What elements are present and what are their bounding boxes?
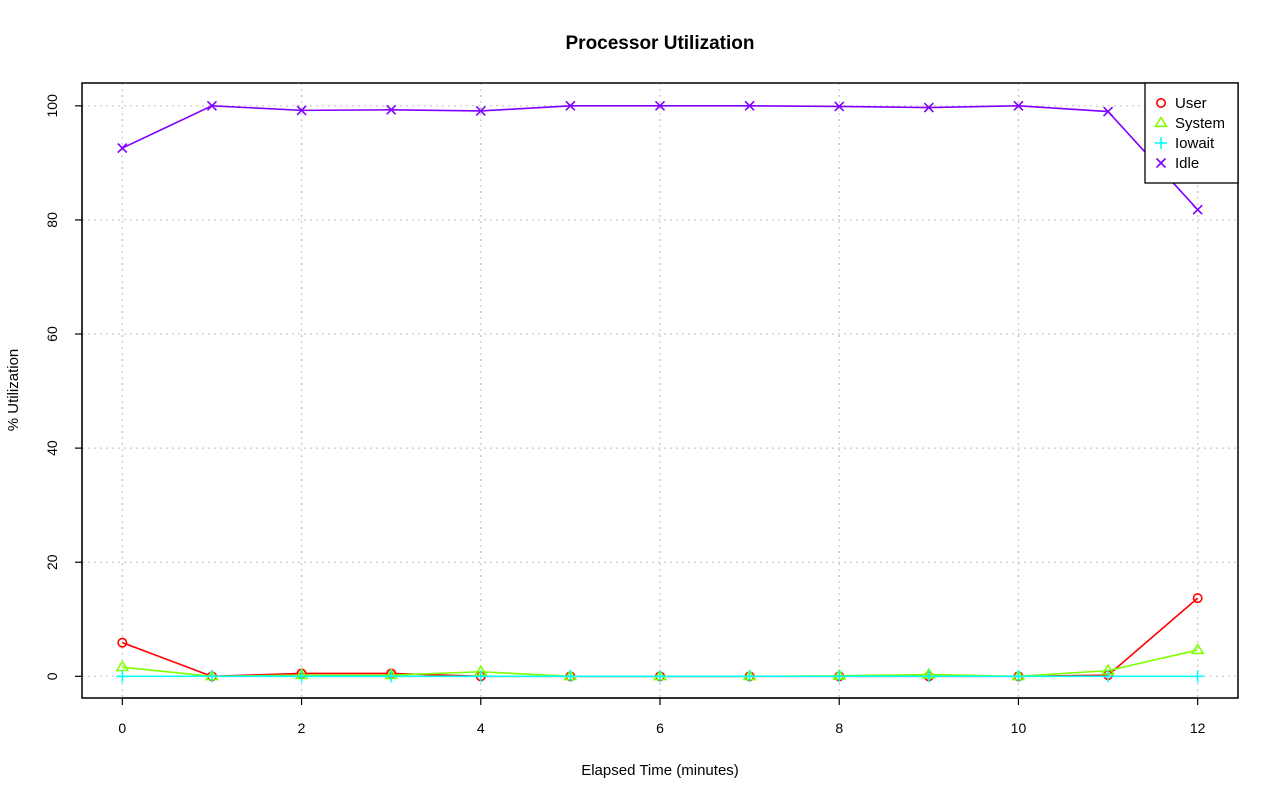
x-tick-label: 10 xyxy=(1011,720,1027,736)
data-point-iowait xyxy=(116,670,129,683)
data-point-iowait xyxy=(1012,670,1025,683)
data-point-iowait xyxy=(1191,670,1204,683)
data-point-iowait xyxy=(1102,670,1115,683)
x-axis-label: Elapsed Time (minutes) xyxy=(581,762,739,779)
grid xyxy=(82,83,1238,698)
y-tick-label: 0 xyxy=(44,672,60,680)
data-point-idle xyxy=(834,101,845,112)
series-line-user xyxy=(122,597,1199,678)
series-idle xyxy=(117,100,1203,215)
legend-symbol-system xyxy=(1154,115,1168,128)
data-point-iowait xyxy=(564,670,577,683)
plot-frame xyxy=(81,82,1239,699)
legend-symbol-iowait xyxy=(1155,137,1167,149)
data-point-idle xyxy=(206,100,218,111)
data-point-idle xyxy=(1192,204,1203,215)
series-layer xyxy=(115,100,1205,683)
legend-symbol-user xyxy=(1156,98,1167,109)
y-tick-label: 20 xyxy=(44,554,60,570)
data-point-idle xyxy=(296,105,307,116)
data-point-iowait xyxy=(654,670,666,683)
data-point-iowait xyxy=(474,670,487,683)
data-point-user xyxy=(1192,593,1203,604)
data-point-idle xyxy=(117,142,128,154)
series-iowait xyxy=(116,670,1204,683)
chart-title: Processor Utilization xyxy=(566,33,755,54)
data-point-idle xyxy=(744,100,755,111)
data-point-iowait xyxy=(922,670,935,683)
axes: 0 2 4 6 8 10 12 0 20 40 60 80 100 xyxy=(44,94,1206,736)
data-point-iowait xyxy=(295,670,308,683)
legend: User System Iowait Idle xyxy=(1144,82,1239,184)
legend-label-user: User xyxy=(1175,95,1207,112)
data-point-idle xyxy=(654,100,666,111)
data-point-idle xyxy=(565,100,576,111)
data-point-system xyxy=(1190,643,1205,655)
data-point-iowait xyxy=(205,670,218,683)
y-tick-label: 60 xyxy=(44,326,60,342)
legend-label-iowait: Iowait xyxy=(1175,135,1215,152)
data-point-idle xyxy=(475,105,486,117)
data-point-idle xyxy=(386,104,397,115)
legend-box xyxy=(1144,82,1239,184)
x-tick-label: 4 xyxy=(477,720,485,736)
y-tick-label: 100 xyxy=(44,94,60,118)
x-tick-label: 8 xyxy=(835,720,843,736)
y-axis-label: % Utilization xyxy=(5,349,22,432)
legend-label-idle: Idle xyxy=(1175,155,1199,172)
data-point-iowait xyxy=(385,670,398,683)
data-point-idle xyxy=(923,102,934,113)
x-tick-label: 2 xyxy=(298,720,306,736)
data-point-user xyxy=(117,637,128,648)
x-tick-label: 12 xyxy=(1190,720,1206,736)
data-point-idle xyxy=(1102,106,1114,117)
series-line-idle xyxy=(121,105,1199,211)
legend-label-system: System xyxy=(1175,115,1225,132)
data-point-iowait xyxy=(743,670,756,683)
x-tick-label: 6 xyxy=(656,720,664,736)
legend-symbol-idle xyxy=(1155,157,1167,169)
x-tick-label: 0 xyxy=(118,720,126,736)
y-tick-label: 40 xyxy=(44,440,60,456)
data-point-idle xyxy=(1013,100,1024,111)
y-tick-label: 80 xyxy=(44,212,60,228)
data-point-iowait xyxy=(833,670,846,683)
